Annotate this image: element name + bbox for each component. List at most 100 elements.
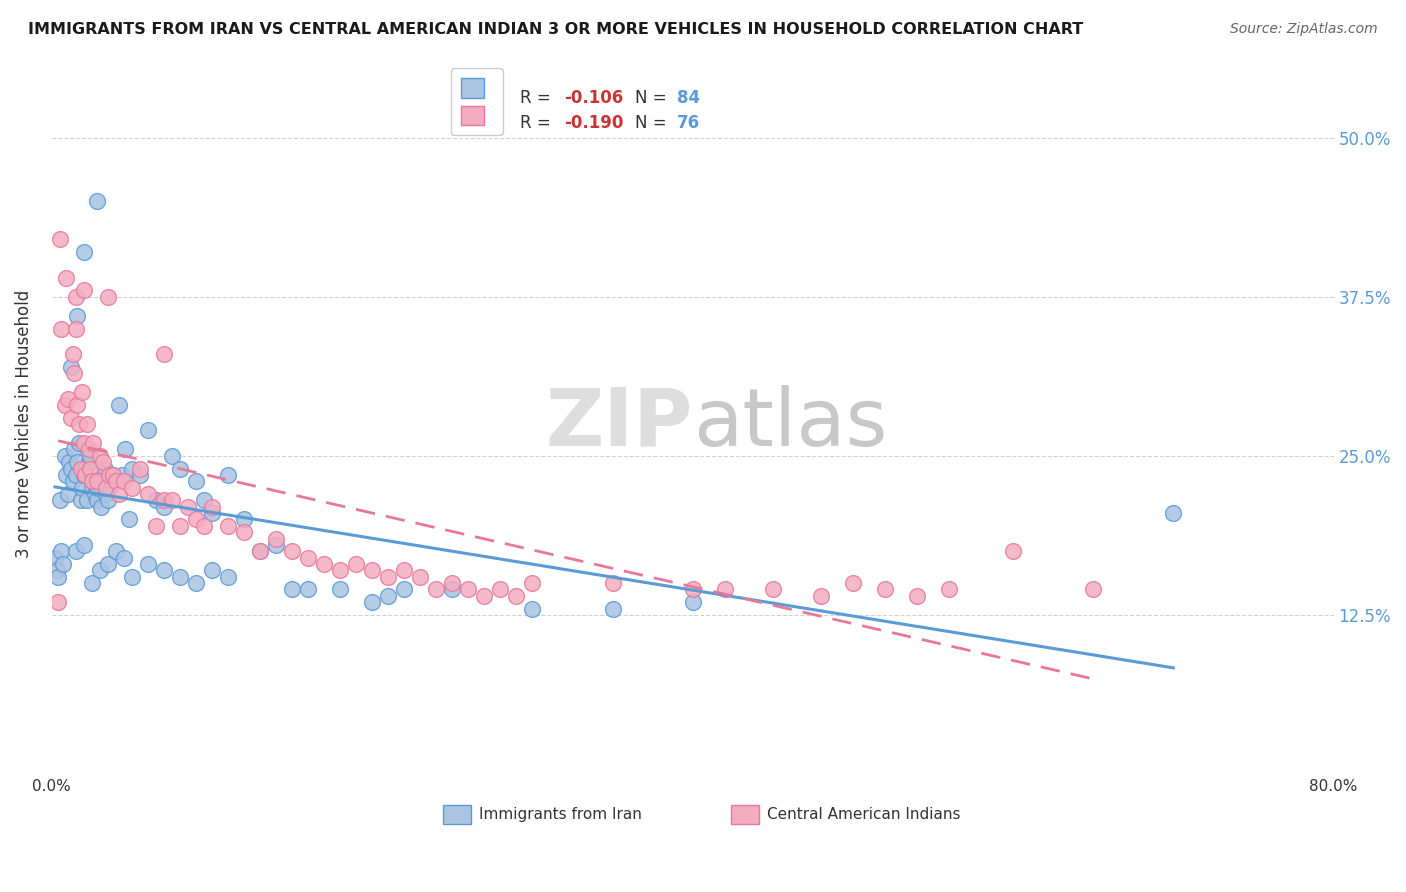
Point: [62, 347, 84, 361]
Point: [75, 461, 97, 475]
Point: [344, 557, 367, 571]
Y-axis label: 3 or more Vehicles in Household: 3 or more Vehicles in Household: [15, 290, 32, 558]
Point: [377, 589, 399, 603]
Point: [111, 467, 134, 482]
Point: [46, 570, 69, 584]
Point: [98, 467, 121, 482]
Point: [602, 601, 624, 615]
Point: [93, 461, 115, 475]
Text: N =: N =: [636, 114, 666, 132]
Point: [905, 589, 928, 603]
Point: [108, 398, 131, 412]
Point: [121, 481, 143, 495]
Point: [249, 544, 271, 558]
Bar: [731, 805, 759, 824]
Point: [97, 290, 120, 304]
Point: [65, 290, 87, 304]
Point: [70, 481, 93, 495]
Point: [66, 309, 89, 323]
Point: [281, 544, 304, 558]
Point: [56, 392, 79, 406]
Point: [62, 475, 84, 489]
Point: [264, 538, 287, 552]
Point: [86, 493, 108, 508]
Point: [52, 557, 75, 571]
Point: [682, 582, 704, 597]
Point: [489, 582, 512, 597]
Point: [82, 475, 104, 489]
Point: [104, 544, 127, 558]
Point: [77, 442, 100, 457]
Bar: [443, 805, 471, 824]
Point: [184, 576, 207, 591]
Point: [1083, 582, 1105, 597]
Point: [713, 582, 735, 597]
Point: [104, 475, 127, 489]
Point: [70, 385, 93, 400]
Point: [184, 475, 207, 489]
Point: [67, 436, 90, 450]
Point: [97, 557, 120, 571]
Point: [90, 500, 112, 514]
Text: R =: R =: [520, 89, 550, 107]
Point: [153, 347, 176, 361]
Point: [329, 563, 352, 577]
Point: [153, 500, 176, 514]
Point: [59, 461, 82, 475]
Point: [56, 487, 79, 501]
Point: [177, 500, 200, 514]
Point: [77, 455, 100, 469]
Point: [65, 544, 87, 558]
Point: [82, 436, 104, 450]
Point: [201, 563, 224, 577]
Point: [80, 576, 103, 591]
Point: [842, 576, 865, 591]
Point: [873, 582, 896, 597]
Point: [97, 493, 120, 508]
Point: [249, 544, 271, 558]
Point: [59, 410, 82, 425]
Point: [193, 493, 215, 508]
Point: [73, 538, 96, 552]
Point: [86, 194, 108, 209]
Point: [73, 245, 96, 260]
Point: [63, 442, 86, 457]
Point: [281, 582, 304, 597]
Point: [217, 467, 239, 482]
Text: -0.190: -0.190: [564, 114, 624, 132]
Point: [602, 576, 624, 591]
Point: [169, 518, 191, 533]
Text: 84: 84: [678, 89, 700, 107]
Text: atlas: atlas: [693, 385, 887, 463]
Text: 76: 76: [678, 114, 700, 132]
Point: [128, 461, 150, 475]
Point: [1161, 506, 1184, 520]
Point: [51, 321, 73, 335]
Text: ZIP: ZIP: [546, 385, 693, 463]
Point: [169, 461, 191, 475]
Point: [66, 455, 89, 469]
Point: [1002, 544, 1025, 558]
Point: [522, 576, 544, 591]
Point: [108, 487, 131, 501]
Point: [394, 582, 416, 597]
Point: [441, 582, 464, 597]
Point: [114, 442, 136, 457]
Point: [101, 467, 124, 482]
Point: [84, 487, 107, 501]
Point: [472, 589, 495, 603]
Point: [425, 582, 447, 597]
Point: [160, 449, 183, 463]
Point: [67, 417, 90, 431]
Point: [128, 467, 150, 482]
Point: [98, 481, 121, 495]
Point: [394, 563, 416, 577]
Point: [45, 563, 67, 577]
Point: [69, 493, 91, 508]
Point: [53, 449, 76, 463]
Text: Source: ZipAtlas.com: Source: ZipAtlas.com: [1230, 22, 1378, 37]
Point: [112, 475, 135, 489]
Point: [193, 518, 215, 533]
Point: [76, 417, 98, 431]
Point: [80, 481, 103, 495]
